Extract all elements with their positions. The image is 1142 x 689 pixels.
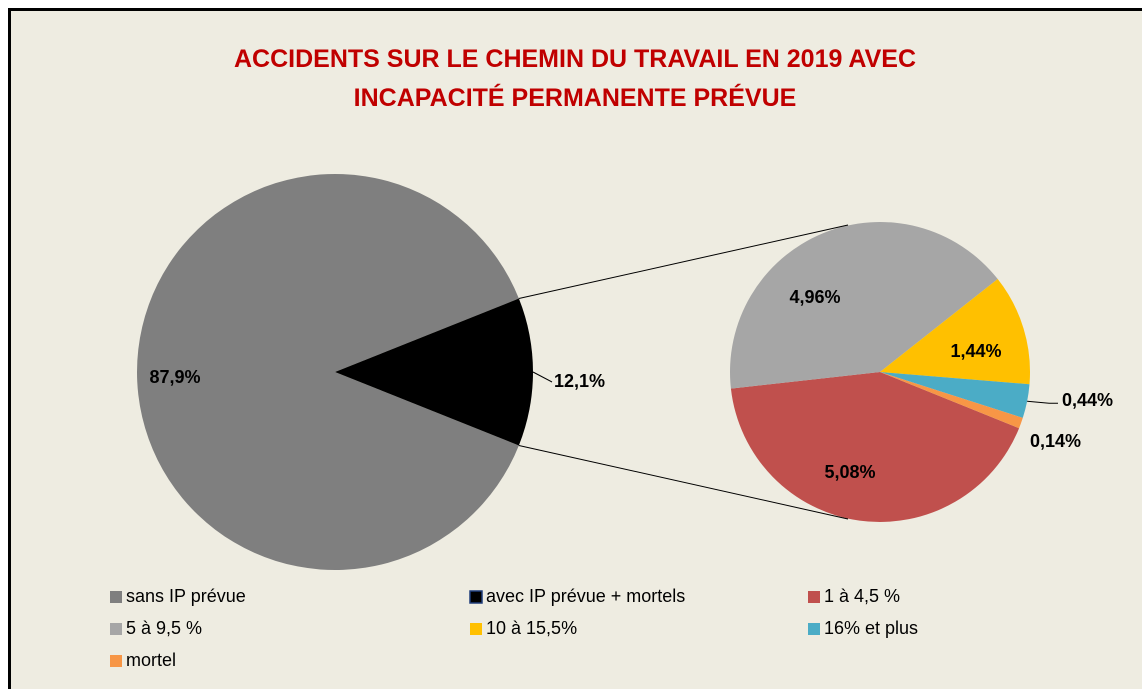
data-label: 4,96% bbox=[789, 287, 840, 307]
pie-slice bbox=[137, 173, 519, 570]
connector-line bbox=[518, 224, 849, 300]
legend-swatch bbox=[808, 623, 820, 635]
connector-line bbox=[518, 444, 849, 520]
pie-slice bbox=[880, 279, 1030, 385]
legend-label: 1 à 4,5 % bbox=[824, 586, 900, 606]
legend-swatch bbox=[110, 591, 122, 603]
chart-title: ACCIDENTS SUR LE CHEMIN DU TRAVAIL EN 20… bbox=[233, 45, 917, 112]
pie-slice bbox=[335, 298, 533, 446]
legend-label: sans IP prévue bbox=[126, 586, 246, 606]
leader-line bbox=[1027, 400, 1058, 404]
legend-label: 16% et plus bbox=[824, 618, 918, 638]
legend-swatch bbox=[469, 590, 483, 604]
data-label: 12,1% bbox=[554, 371, 605, 391]
legend-label: avec IP prévue + mortels bbox=[486, 586, 685, 606]
data-label: 5,08% bbox=[824, 462, 875, 482]
leader-line bbox=[532, 371, 553, 383]
legend-label: 10 à 15,5% bbox=[486, 618, 577, 638]
data-label: 0,44% bbox=[1062, 390, 1113, 410]
data-label: 0,14% bbox=[1030, 431, 1081, 451]
data-label: 87,9% bbox=[149, 367, 200, 387]
pie-slice bbox=[880, 372, 1030, 418]
pie-slice bbox=[880, 372, 1023, 429]
pie-slice bbox=[730, 222, 998, 389]
legend-swatch bbox=[110, 623, 122, 635]
legend-swatch bbox=[110, 655, 122, 667]
legend-swatch bbox=[808, 591, 820, 603]
legend-label: 5 à 9,5 % bbox=[126, 618, 202, 638]
pie-slice bbox=[730, 372, 1020, 522]
data-label: 1,44% bbox=[950, 341, 1001, 361]
legend-label: mortel bbox=[126, 650, 176, 670]
legend-swatch bbox=[470, 623, 482, 635]
